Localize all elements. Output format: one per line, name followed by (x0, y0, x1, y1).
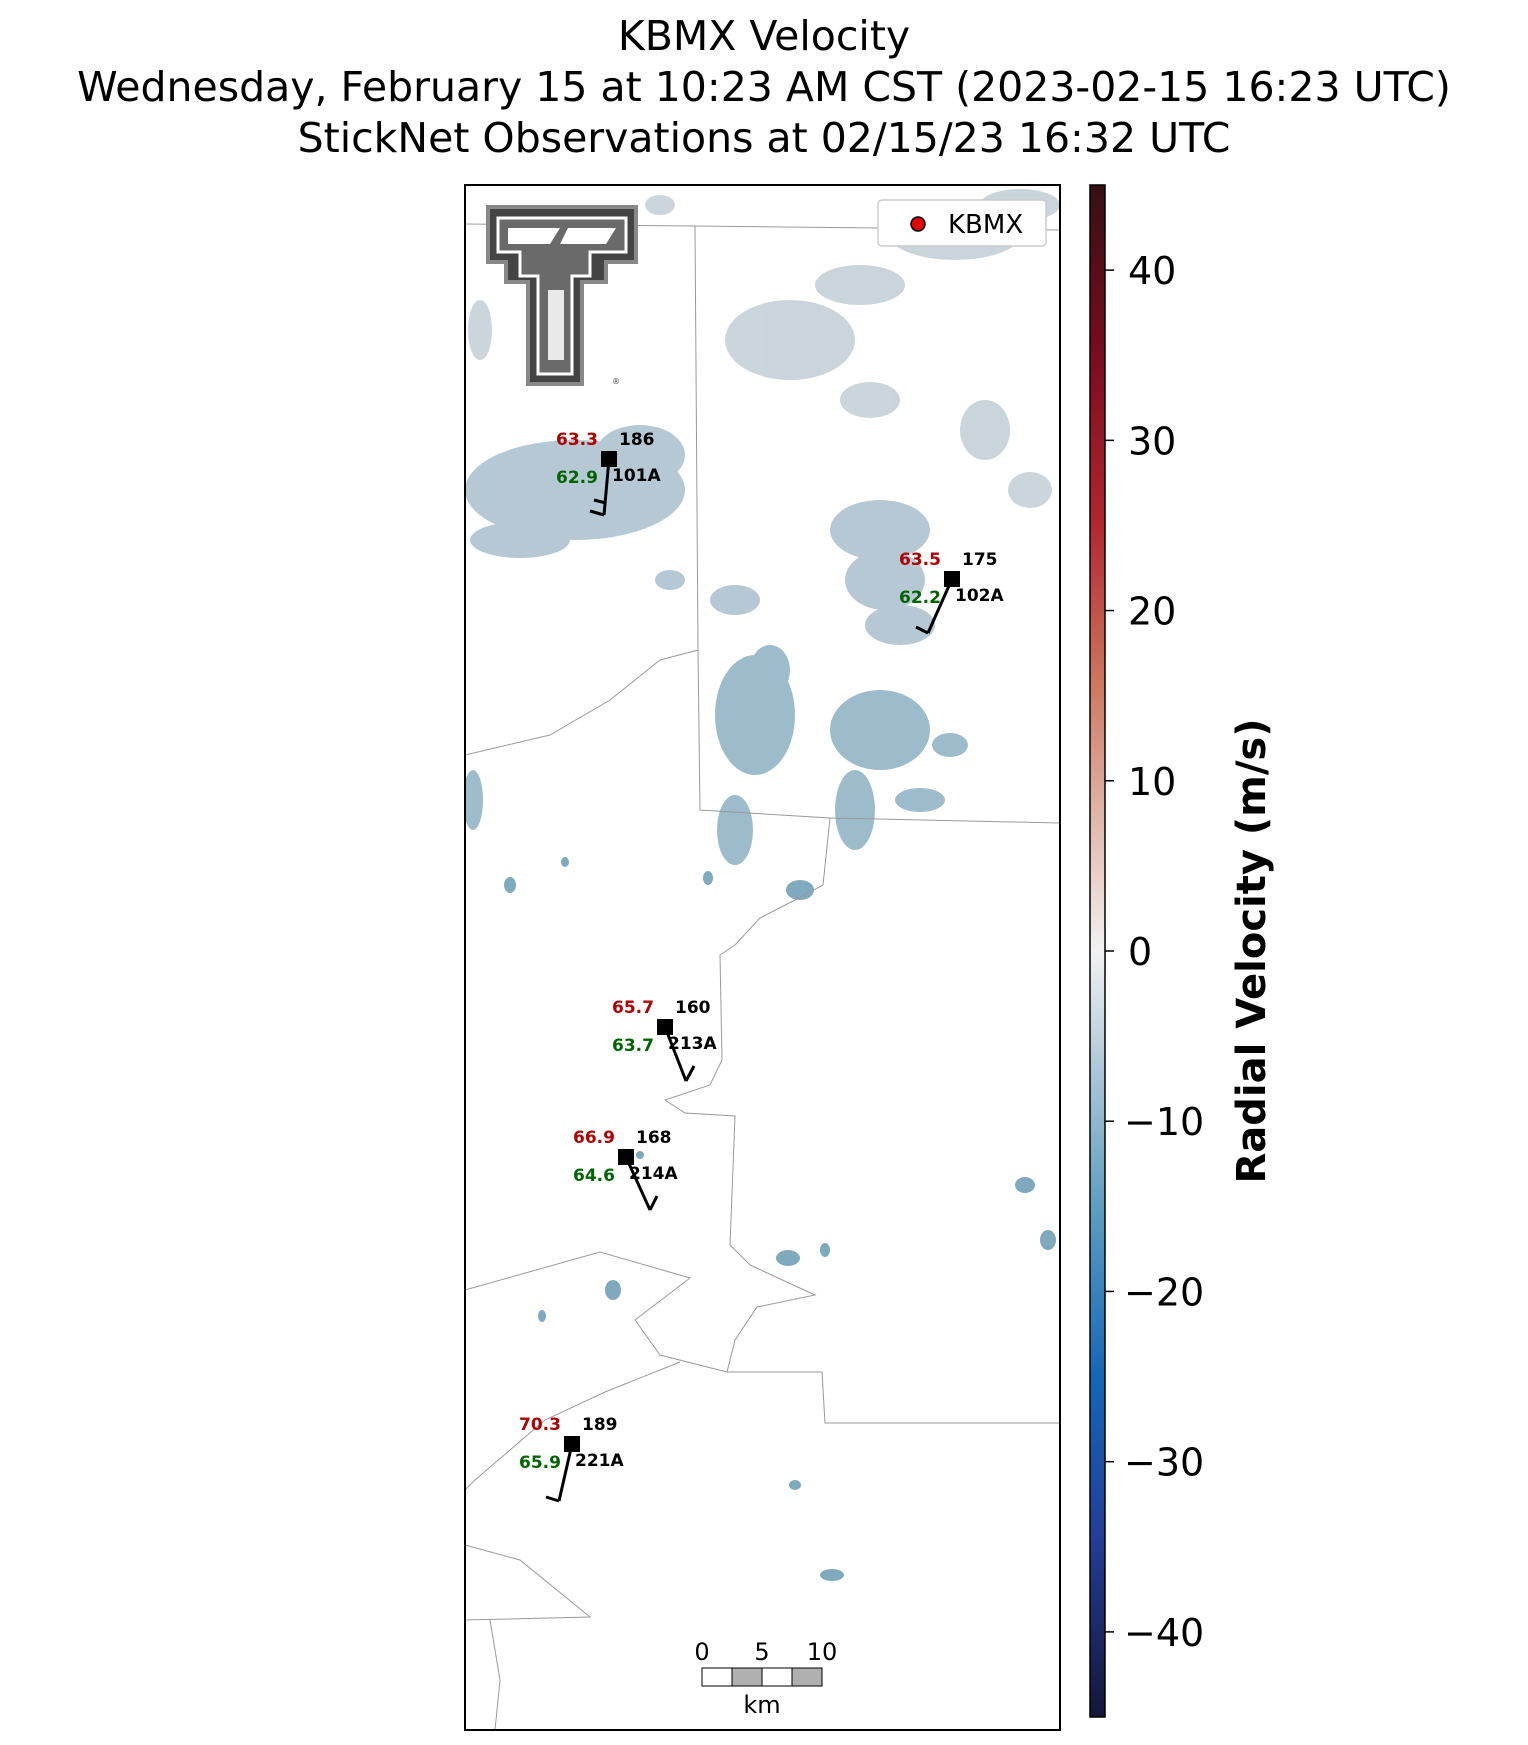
wind-barb-flag (648, 1195, 659, 1211)
station-temperature: 63.3 (556, 430, 598, 450)
title-line-1: KBMX Velocity (617, 12, 911, 60)
wind-barb-shaft (602, 458, 611, 516)
station-102a[interactable]: 63.5 175 62.2 102A (899, 550, 1004, 635)
colorbar-tick-label: 30 (1128, 419, 1176, 463)
title-line-3: StickNet Observations at 02/15/23 16:32 … (297, 114, 1231, 162)
kbmx-marker-icon (910, 216, 926, 232)
wind-barb-shaft (624, 1156, 652, 1211)
texas-tech-double-t-logo: ® (486, 205, 638, 386)
scale-tick-0: 0 (694, 1638, 709, 1666)
station-dewpoint: 62.2 (899, 588, 941, 608)
station-pressure: 160 (675, 998, 711, 1018)
map-legend: KBMX (877, 199, 1047, 247)
colorbar-tick-label: −40 (1124, 1611, 1204, 1655)
legend-label: KBMX (948, 210, 1023, 240)
station-pressure: 186 (619, 430, 655, 450)
station-101a[interactable]: 63.3 186 62.9 101A (556, 430, 661, 517)
wind-barb-flag (545, 1495, 560, 1503)
station-dewpoint: 65.9 (519, 1453, 561, 1473)
colorbar-label: Radial Velocity (m/s) (1229, 718, 1275, 1183)
colorbar-tick-label: 20 (1128, 590, 1176, 634)
station-marker (657, 1019, 673, 1035)
station-dewpoint: 62.9 (556, 468, 598, 488)
scale-unit: km (743, 1691, 780, 1719)
scale-bar: 0 5 10 km (694, 1638, 837, 1719)
wind-barb-flag (589, 509, 605, 517)
station-id: 213A (668, 1034, 717, 1054)
scale-tick-5: 5 (754, 1638, 769, 1666)
svg-text:®: ® (612, 377, 620, 386)
sticknet-stations: 63.3 186 62.9 101A 63.5 175 62.2 102A 65.7 160 63.… (519, 430, 1004, 1503)
station-temperature: 66.9 (573, 1128, 615, 1148)
station-213a[interactable]: 65.7 160 63.7 213A (612, 998, 717, 1082)
station-id: 101A (612, 466, 661, 486)
colorbar-tick-label: −10 (1124, 1100, 1204, 1144)
colorbar-tick-label: 10 (1128, 760, 1176, 804)
station-221a[interactable]: 70.3 189 65.9 221A (519, 1415, 624, 1503)
station-temperature: 65.7 (612, 998, 654, 1018)
station-id: 221A (575, 1451, 624, 1471)
station-dewpoint: 63.7 (612, 1036, 654, 1056)
title-line-2: Wednesday, February 15 at 10:23 AM CST (… (77, 63, 1451, 111)
station-marker (564, 1436, 580, 1452)
station-marker (618, 1149, 634, 1165)
wind-barb-shaft (926, 578, 954, 634)
radar-echoes (465, 189, 1060, 1581)
station-214a[interactable]: 66.9 168 64.6 214A (573, 1128, 678, 1211)
station-dewpoint: 64.6 (573, 1166, 615, 1186)
station-marker (601, 451, 617, 467)
station-pressure: 168 (636, 1128, 672, 1148)
station-id: 214A (629, 1164, 678, 1184)
station-temperature: 63.5 (899, 550, 941, 570)
wind-barb-shaft (663, 1026, 688, 1082)
wind-barb-flag (684, 1065, 696, 1082)
wind-barb-flag (915, 625, 929, 635)
colorbar-tick-label: −30 (1124, 1441, 1204, 1485)
colorbar-tick-label: 40 (1128, 249, 1176, 293)
wind-barb-shaft (557, 1443, 574, 1502)
station-id: 102A (955, 586, 1004, 606)
scale-tick-10: 10 (807, 1638, 838, 1666)
wind-barb-flag (593, 498, 607, 505)
colorbar-tick-label: −20 (1124, 1270, 1204, 1314)
station-pressure: 189 (582, 1415, 618, 1435)
county-boundaries (465, 223, 1060, 1730)
station-marker (944, 571, 960, 587)
colorbar-tick-label: 0 (1128, 930, 1152, 974)
station-temperature: 70.3 (519, 1415, 561, 1435)
colorbar: 40 30 20 10 0 −10 −20 −30 −40 Radial Velocity (m… (1089, 184, 1275, 1718)
station-pressure: 175 (962, 550, 998, 570)
